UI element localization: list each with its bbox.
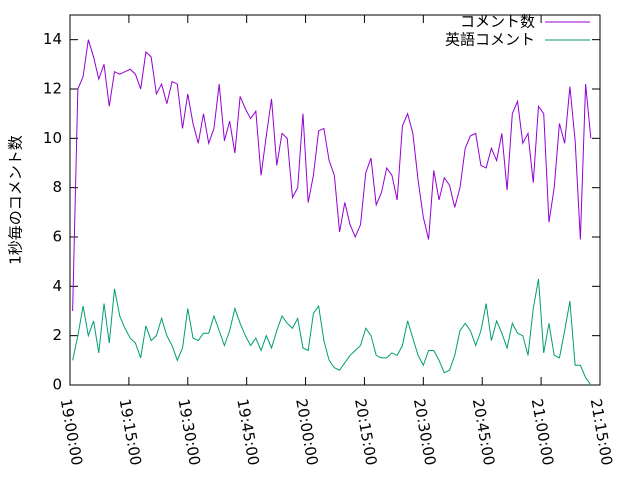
y-tick-label: 10 <box>43 129 62 147</box>
x-tick-label: 21:15:00 <box>587 397 616 466</box>
data-line <box>72 39 592 312</box>
x-tick-label: 19:15:00 <box>116 397 145 466</box>
plot-border <box>69 14 601 386</box>
y-tick-label: 14 <box>43 30 62 48</box>
legend-label: コメント数 <box>460 13 535 31</box>
x-tick-label: 19:00:00 <box>57 397 86 466</box>
x-tick-label: 19:30:00 <box>174 397 203 466</box>
x-tick-label: 19:45:00 <box>233 397 262 466</box>
y-tick-label: 8 <box>52 178 62 196</box>
x-tick-label: 20:30:00 <box>410 397 439 466</box>
y-tick-label: 4 <box>52 277 62 295</box>
y-tick-label: 12 <box>43 80 62 98</box>
y-axis-label: 1秒毎のコメント数 <box>7 135 25 265</box>
legend-label: 英語コメント <box>445 31 535 49</box>
data-line <box>72 278 592 386</box>
y-tick-label: 0 <box>52 376 62 394</box>
x-tick-label: 20:00:00 <box>292 397 321 466</box>
y-tick-label: 2 <box>52 326 62 344</box>
x-tick-label: 20:45:00 <box>469 397 498 466</box>
y-tick-label: 6 <box>52 228 62 246</box>
x-tick-label: 21:00:00 <box>528 397 557 466</box>
x-tick-label: 20:15:00 <box>351 397 380 466</box>
